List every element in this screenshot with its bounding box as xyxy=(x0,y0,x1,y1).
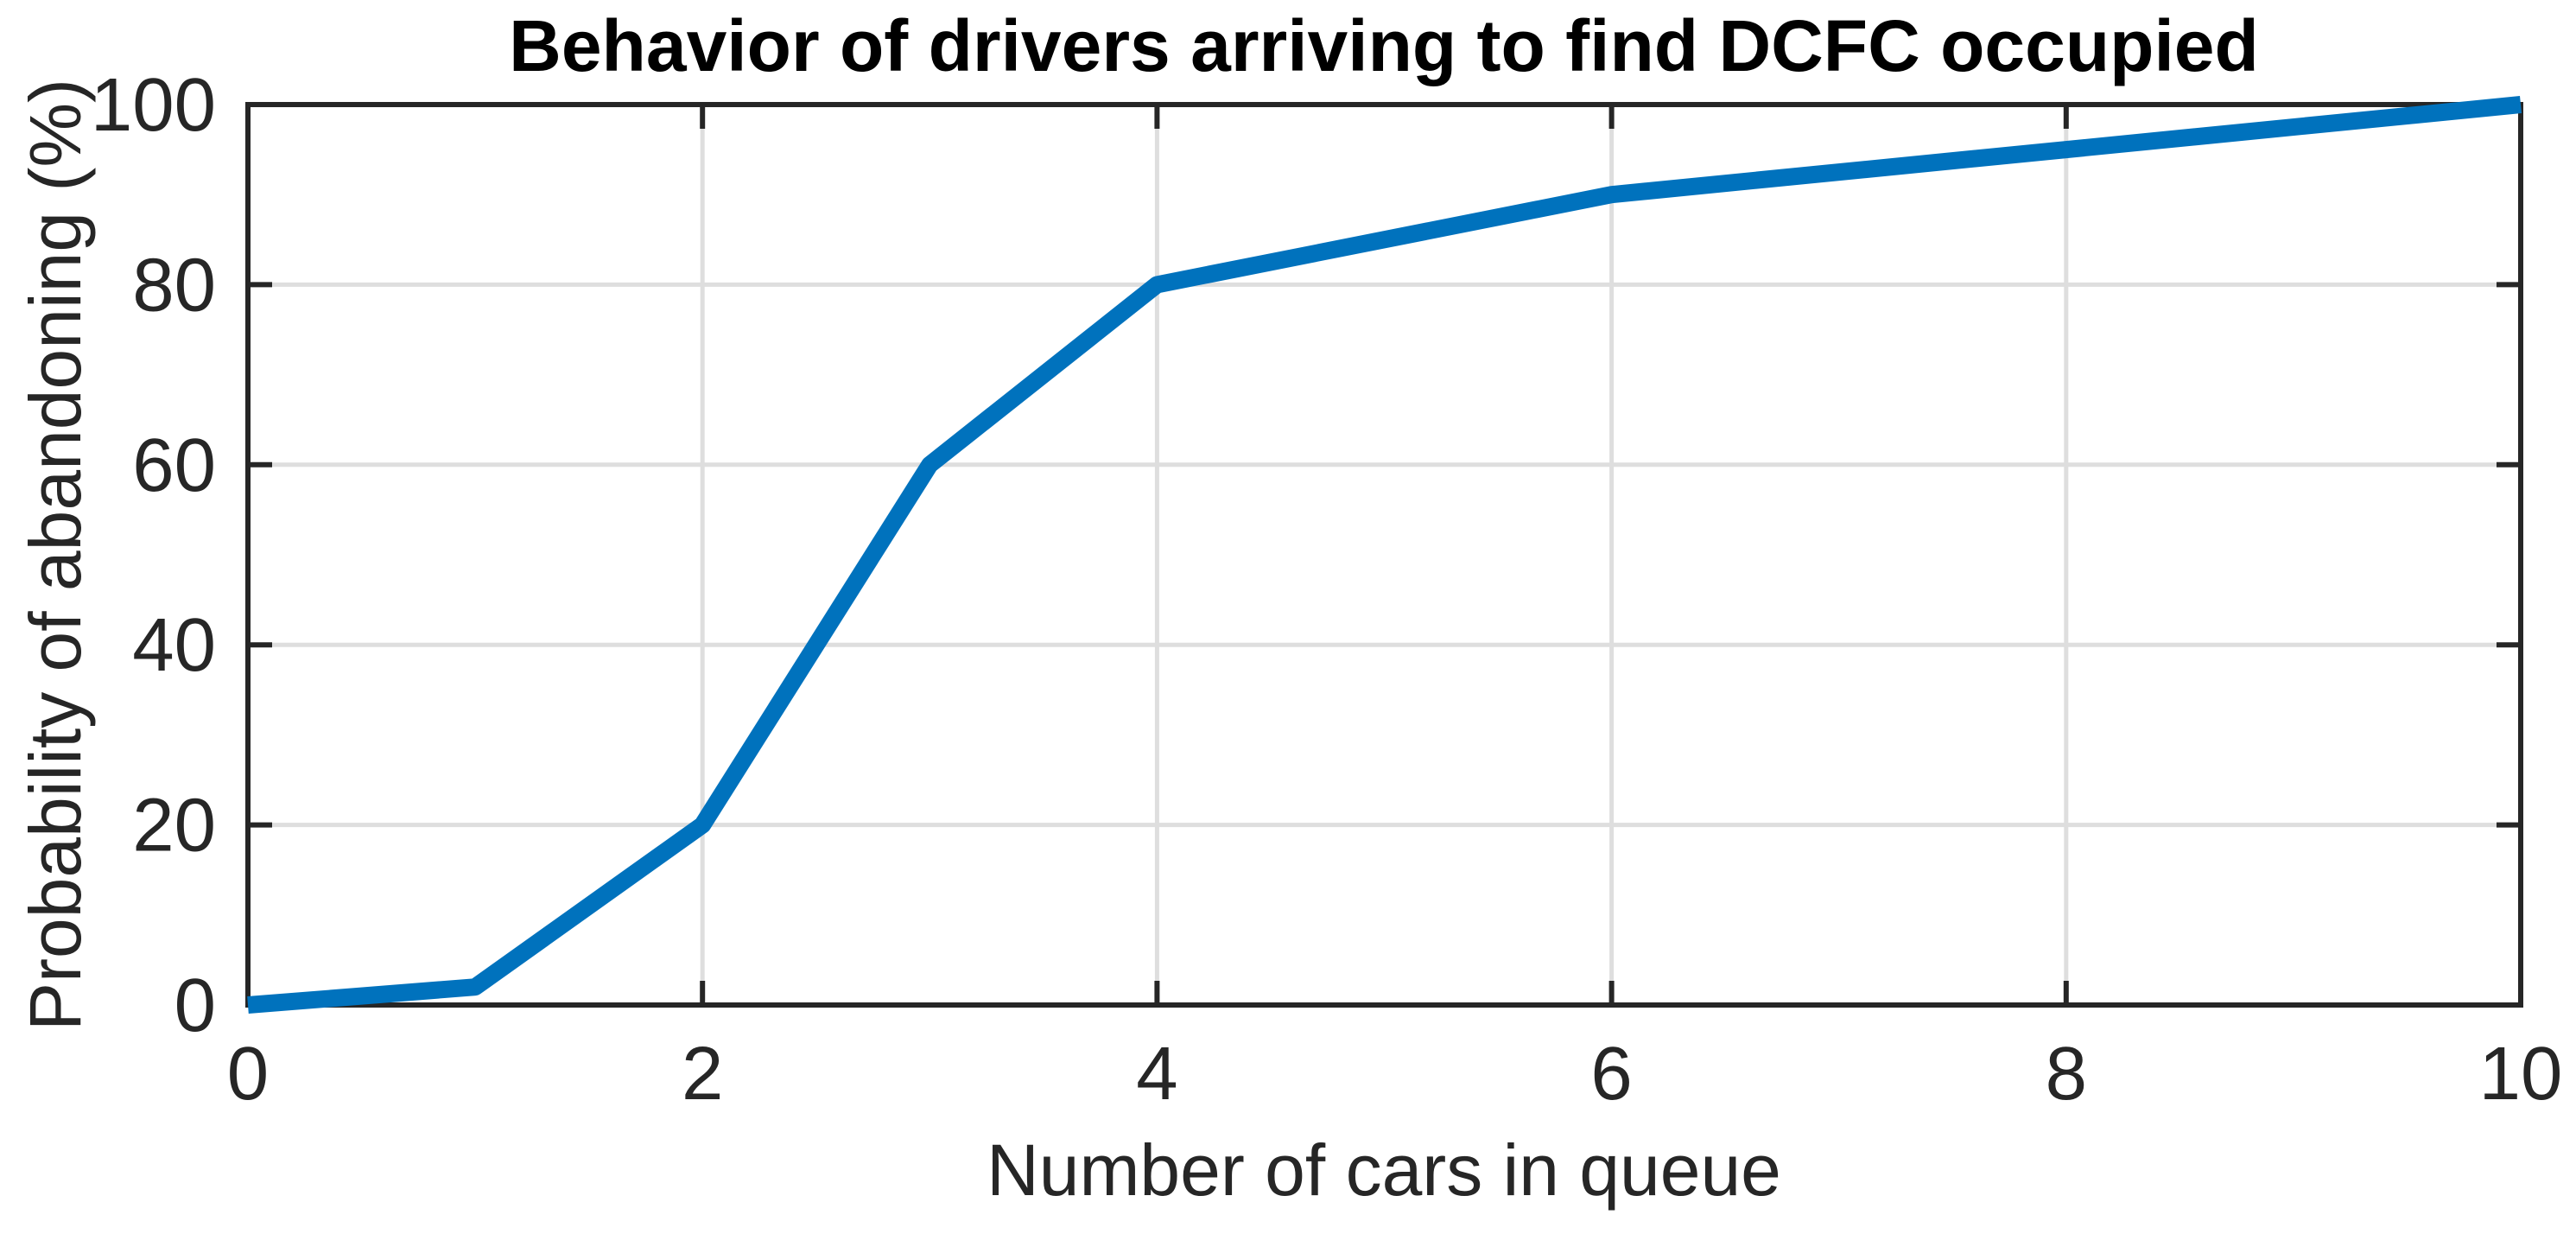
x-tick-label: 2 xyxy=(682,1032,723,1116)
x-tick-label: 8 xyxy=(2046,1032,2087,1116)
y-axis-label: Probability of abandoning (%) xyxy=(15,79,96,1031)
x-tick-label: 6 xyxy=(1590,1032,1632,1116)
y-tick-label: 0 xyxy=(174,964,216,1047)
y-tick-label: 20 xyxy=(132,784,216,868)
y-tick-label: 40 xyxy=(132,603,216,687)
x-axis-label: Number of cars in queue xyxy=(987,1129,1781,1211)
plot-border xyxy=(245,102,2523,1008)
x-tick-label: 10 xyxy=(2479,1032,2563,1116)
gridlines xyxy=(248,105,2521,1005)
y-tick-label: 60 xyxy=(132,423,216,507)
chart-title: Behavior of drivers arriving to find DCF… xyxy=(509,5,2259,86)
y-tick-label: 80 xyxy=(132,243,216,327)
y-tick-label: 100 xyxy=(91,63,216,147)
y-tick-labels: 0 20 40 60 80 100 xyxy=(91,63,216,1047)
series-line xyxy=(247,96,2522,1014)
x-tick-labels: 0 2 4 6 8 10 xyxy=(227,1032,2563,1116)
x-tick-label: 4 xyxy=(1136,1032,1177,1116)
x-tick-label: 0 xyxy=(227,1032,269,1116)
